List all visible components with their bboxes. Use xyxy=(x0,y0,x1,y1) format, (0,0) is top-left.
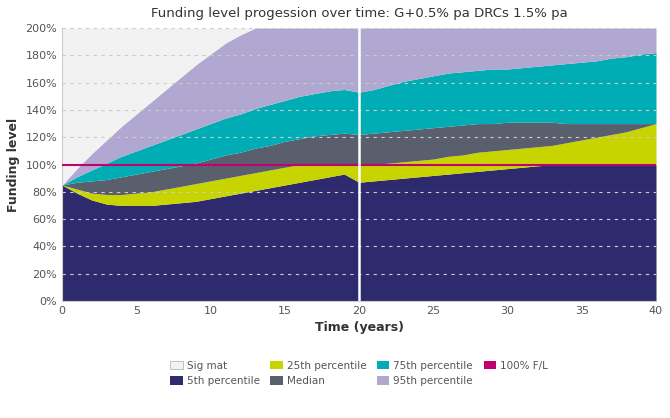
Legend: Sig mat, 5th percentile, 25th percentile, Median, 75th percentile, 95th percenti: Sig mat, 5th percentile, 25th percentile… xyxy=(170,361,548,386)
Y-axis label: Funding level: Funding level xyxy=(7,117,20,212)
Title: Funding level progession over time: G+0.5% pa DRCs 1.5% pa: Funding level progession over time: G+0.… xyxy=(151,7,567,20)
X-axis label: Time (years): Time (years) xyxy=(314,321,403,334)
